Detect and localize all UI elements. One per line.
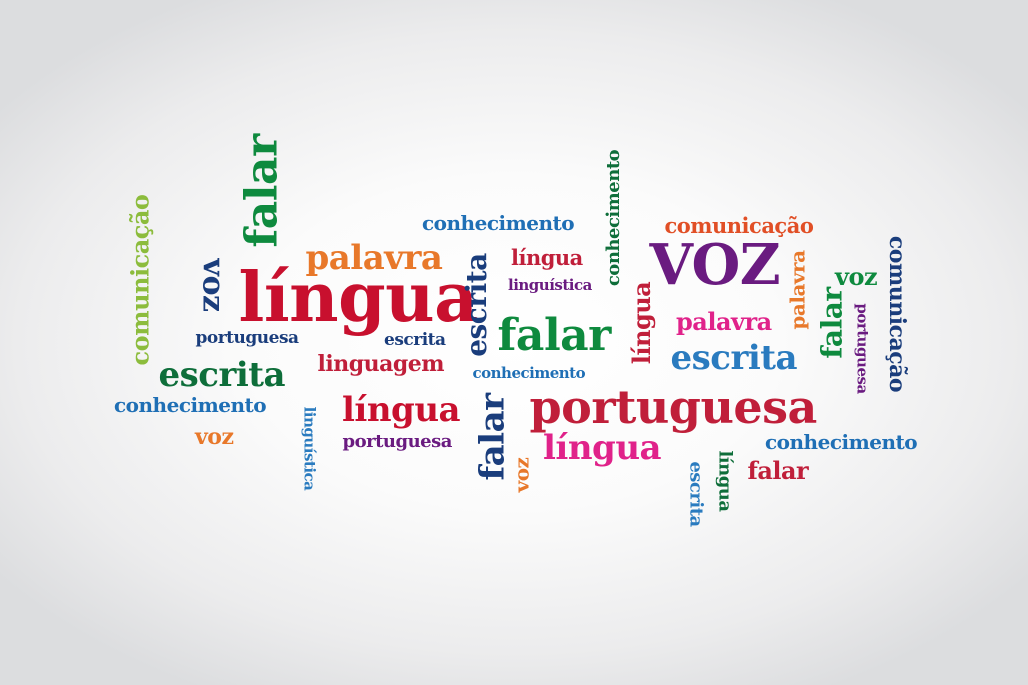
- word-falar-24: falar: [747, 456, 809, 485]
- word-conhecimento-1: conhecimento: [422, 211, 575, 235]
- word-voz-5: VOZ: [649, 232, 781, 298]
- word-lingua-8: língua: [238, 258, 479, 338]
- word-escrita-15: escrita: [158, 355, 286, 395]
- word-voz-31: voz: [508, 457, 533, 493]
- word-voz-20: voz: [195, 424, 234, 450]
- word-conhecimento-17: conhecimento: [114, 393, 267, 417]
- word-falar-12: falar: [497, 310, 612, 361]
- word-escrita-10: escrita: [384, 329, 446, 350]
- word-comunicacao-36: comunicação: [884, 235, 911, 393]
- word-escrita-14: escrita: [670, 338, 798, 378]
- word-palavra-13: palavra: [676, 307, 772, 336]
- word-falar-35: falar: [815, 287, 849, 359]
- word-escrita-37: escrita: [685, 461, 707, 527]
- word-falar-30: falar: [472, 393, 513, 481]
- word-escrita-29: escrita: [459, 253, 493, 357]
- word-voz-6: voz: [835, 262, 878, 291]
- word-linguistica-7: linguística: [508, 275, 592, 294]
- word-voz-26: voz: [194, 258, 230, 312]
- word-lingua-4: língua: [511, 244, 583, 270]
- word-portuguesa-21: portuguesa: [342, 431, 453, 452]
- word-linguistica-28: linguística: [300, 406, 319, 490]
- word-lingua-22: língua: [543, 428, 662, 468]
- word-conhecimento-32: conhecimento: [603, 149, 625, 287]
- word-palavra-34: palavra: [785, 250, 810, 330]
- word-linguagem-11: linguagem: [317, 351, 445, 377]
- word-portuguesa-9: portuguesa: [195, 327, 300, 348]
- word-palavra-3: palavra: [305, 238, 443, 278]
- word-lingua-38: língua: [714, 450, 736, 512]
- word-comunicacao-2: comunicação: [664, 212, 814, 238]
- word-portuguesa-39: portuguesa: [853, 302, 872, 394]
- word-conhecimento-23: conhecimento: [765, 430, 918, 454]
- word-comunicacao-25: comunicação: [124, 194, 154, 366]
- word-portuguesa-19: portuguesa: [529, 380, 818, 434]
- word-conhecimento-16: conhecimento: [472, 363, 586, 382]
- word-lingua-33: língua: [627, 281, 657, 365]
- word-falar-27: falar: [236, 134, 288, 248]
- word-lingua-18: língua: [342, 390, 461, 430]
